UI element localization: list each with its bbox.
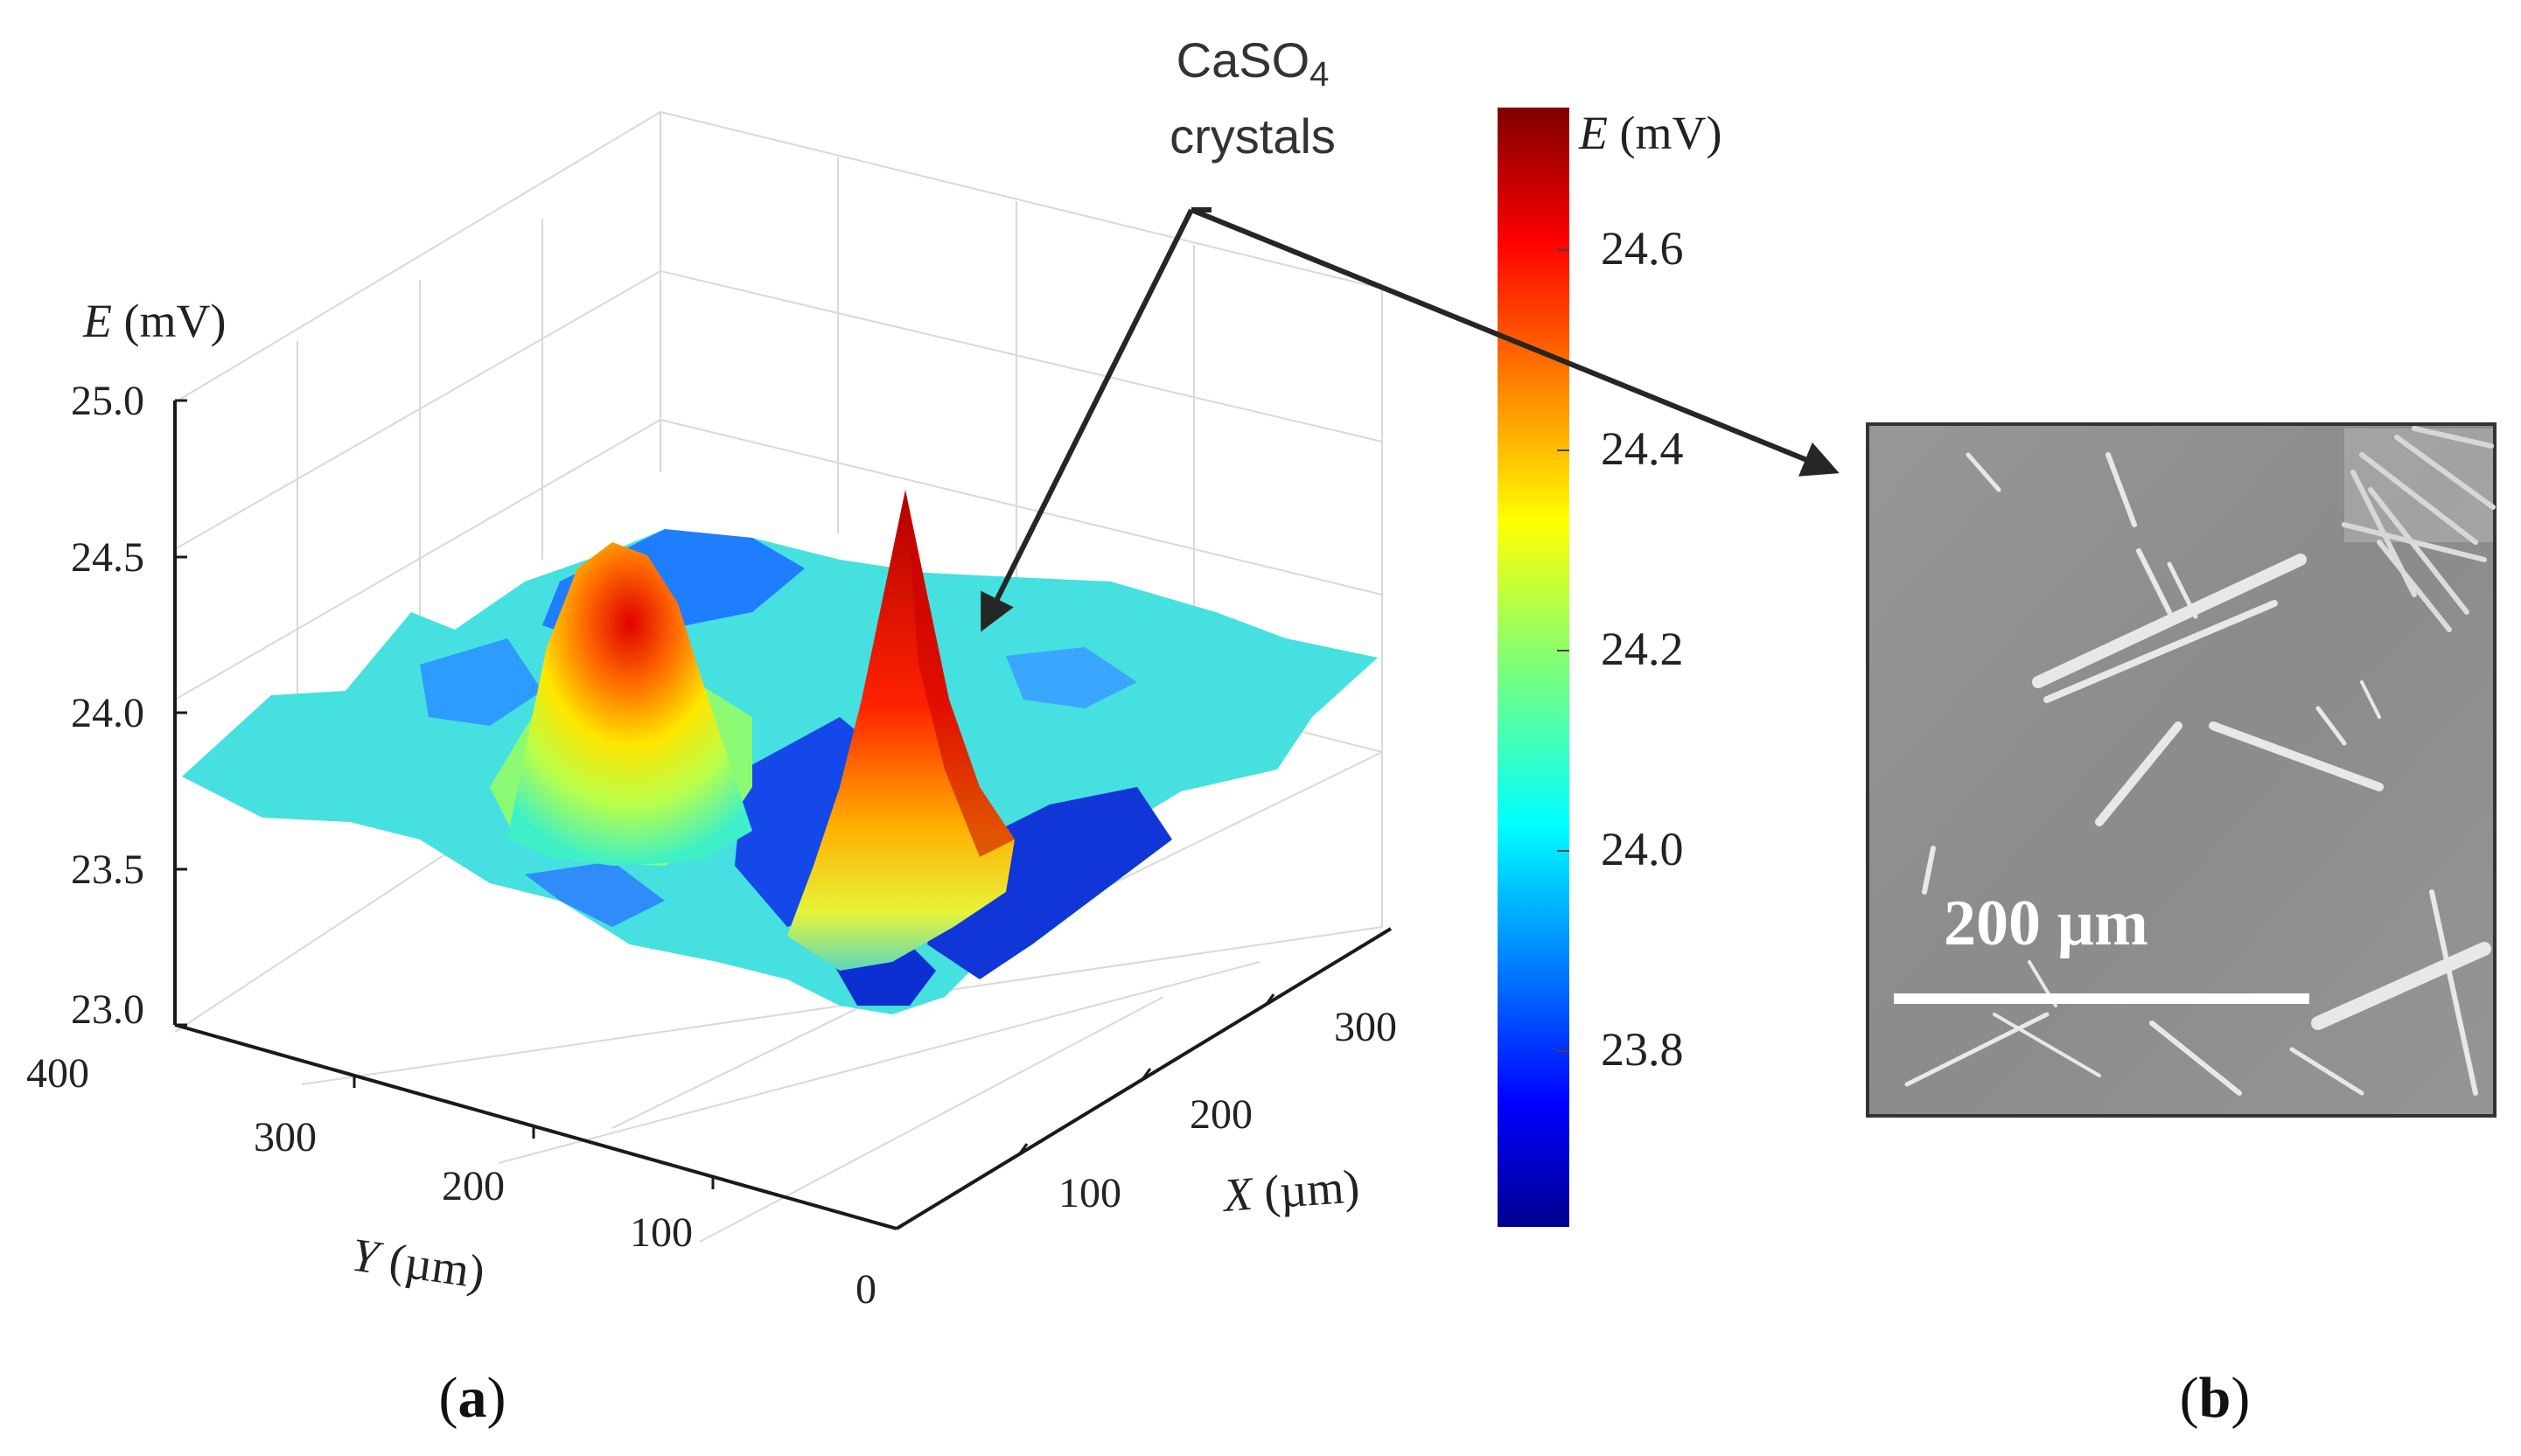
annotation-line1: CaSO4	[1177, 32, 1330, 94]
colorbar-tick-label: 23.8	[1601, 1023, 1684, 1076]
z-axis-label: E (mV)	[82, 295, 226, 347]
y-tick-label: 0	[855, 1266, 876, 1313]
annotation-line2: crystals	[1170, 108, 1336, 164]
y-tick-label: 400	[26, 1050, 89, 1097]
colorbar-tick-label: 24.4	[1601, 422, 1684, 475]
annotation-arrow-left	[981, 208, 1194, 632]
z-tick-label: 24.0	[71, 690, 144, 736]
panel-a-letter: a	[458, 1366, 487, 1430]
y-axis-tick-labels: 400 300 200 100 0	[26, 1050, 876, 1313]
surface-blue-left	[420, 638, 542, 726]
panel-b-close: )	[2231, 1366, 2250, 1430]
y-axis-line	[174, 1023, 897, 1230]
z-tick-label: 24.5	[71, 534, 144, 581]
y-tick-label: 200	[442, 1163, 505, 1209]
surface-blue-patch	[1006, 647, 1137, 708]
sharp-peak	[787, 490, 1015, 971]
panel-b-letter: b	[2199, 1366, 2231, 1430]
x-tick-label: 300	[1334, 1004, 1397, 1050]
y-axis-unit: (µm)	[374, 1232, 488, 1299]
x-axis-label: X (µm)	[1220, 1160, 1361, 1222]
x-axis-var: X	[1220, 1167, 1256, 1222]
colorbar-tick-label: 24.0	[1601, 823, 1684, 875]
sharp-peak-shadow	[905, 490, 1015, 857]
x-axis-line	[895, 927, 1393, 1230]
z-axis-unit: (mV)	[112, 295, 226, 347]
panel-b-open: (	[2180, 1366, 2199, 1430]
broad-peak	[507, 542, 752, 866]
x-axis-tick-labels: 100 200 300	[1058, 1004, 1397, 1216]
y-axis-label: Y (µm)	[348, 1228, 488, 1299]
y-tick-label: 300	[254, 1114, 317, 1160]
z-axis-tick-labels: 25.0 24.5 24.0 23.5 23.0	[71, 378, 144, 1033]
panel-a-close: )	[487, 1366, 506, 1430]
surface-blue-bottom	[525, 861, 665, 927]
annotation-arrow-right	[1190, 207, 1840, 477]
panel-label-b: (b)	[2180, 1366, 2251, 1430]
z-axis-var: E	[82, 295, 112, 347]
z-tick-label: 23.5	[71, 846, 144, 893]
colorbar-label-var: E	[1578, 107, 1608, 159]
z-tick-label: 25.0	[71, 378, 144, 424]
panel-a-open: (	[439, 1366, 458, 1430]
colorbar-label-unit: (mV)	[1608, 107, 1721, 159]
annotation-subscript: 4	[1309, 55, 1329, 94]
scale-bar-label: 200 µm	[1944, 888, 2148, 959]
panel-label-a: (a)	[439, 1366, 506, 1430]
colorbar-label: E (mV)	[1578, 107, 1721, 159]
sem-micrograph: 200 µm	[1866, 422, 2497, 1118]
annotation-caso: CaSO	[1177, 32, 1310, 87]
surface-plot	[182, 490, 1378, 1014]
x-tick-label: 100	[1058, 1170, 1121, 1216]
x-tick-label: 200	[1190, 1091, 1253, 1138]
colorbar-tick-label: 24.6	[1601, 222, 1684, 275]
y-tick-label: 100	[630, 1209, 693, 1256]
sem-crystal-cluster	[2342, 426, 2496, 632]
colorbar-tick-label: 24.2	[1601, 623, 1684, 675]
colorbar-gradient	[1498, 108, 1569, 1227]
sem-cluster-haze	[2344, 428, 2493, 542]
z-tick-label: 23.0	[71, 986, 144, 1033]
colorbar: 24.6 24.4 24.2 24.0 23.8 E (mV)	[1498, 107, 1721, 1227]
annotation: CaSO4 crystals	[981, 32, 1840, 632]
x-axis-unit: (µm)	[1251, 1160, 1361, 1219]
colorbar-tick-marks	[1557, 249, 1569, 1052]
axis-ticks	[175, 399, 1275, 1189]
